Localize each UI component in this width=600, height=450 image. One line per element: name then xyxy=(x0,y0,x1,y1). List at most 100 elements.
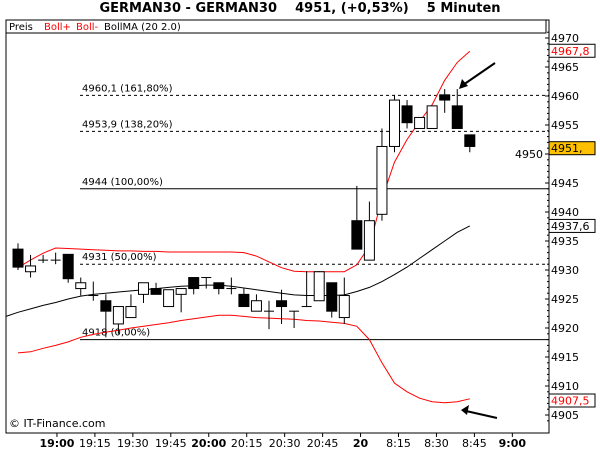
series-bollma xyxy=(5,225,471,317)
x-tick-label: 20:00 xyxy=(191,437,226,450)
candle-body-up xyxy=(389,99,400,147)
fib-label: 4944 (100,00%) xyxy=(82,177,163,188)
x-tick-label: 8:45 xyxy=(462,437,487,450)
x-tick-label: 20 xyxy=(353,437,369,450)
candle xyxy=(226,277,237,295)
fib-label: 4931 (50,00%) xyxy=(82,252,157,263)
legend-price: Preis xyxy=(9,22,33,33)
candle xyxy=(88,281,99,301)
candle xyxy=(451,89,463,129)
x-axis: 19:00 19:15 19:30 19:45 20:00 20:15 20:30 20:45… xyxy=(39,433,526,450)
candle-body-up xyxy=(363,220,375,261)
candle-body-up xyxy=(75,282,87,290)
y-tick-label: 4950 xyxy=(515,148,543,161)
copyright: © IT-Finance.com xyxy=(9,417,106,430)
candle-body-up xyxy=(250,300,262,312)
price-box-label: 4937,6 xyxy=(551,220,590,233)
y-tick-label: 4915 xyxy=(551,351,579,364)
candle-body-up xyxy=(414,116,426,129)
candle xyxy=(338,277,350,324)
price-box: 4907,5 xyxy=(548,393,596,408)
fib-label: 4918 (0,00%) xyxy=(82,328,150,339)
candle xyxy=(238,288,250,308)
price-box-bg xyxy=(548,393,596,408)
candle xyxy=(351,185,363,250)
candle xyxy=(201,277,212,289)
arrow-top-icon xyxy=(459,62,496,89)
candle-body-down xyxy=(238,293,250,308)
y-tick-label: 4960 xyxy=(551,90,579,103)
candle xyxy=(250,294,262,312)
x-tick-label: 19:30 xyxy=(117,437,149,450)
series-boll-minusplus xyxy=(17,50,471,273)
x-tick-label: 8:15 xyxy=(386,437,411,450)
candle-body-up xyxy=(25,265,37,273)
x-tick-label: 20:45 xyxy=(307,437,339,450)
fib-label: 4953,9 (138,20%) xyxy=(82,119,173,130)
candle xyxy=(38,254,49,264)
candle xyxy=(313,271,325,302)
candle xyxy=(75,277,87,296)
fibonacci-levels: 4960,1 (161,80%) 4953,9 (138,20%) 4944 (10… xyxy=(80,83,549,341)
candle xyxy=(125,294,137,319)
candle xyxy=(100,294,112,338)
price-box: 4967,8 xyxy=(548,43,596,58)
y-tick-label: 4920 xyxy=(551,322,579,335)
candle-body-down xyxy=(276,300,288,308)
x-tick-label: 19:45 xyxy=(155,437,187,450)
candle-body-up xyxy=(163,289,175,308)
price-box-label: 4951, xyxy=(551,142,583,155)
candle xyxy=(276,289,288,324)
x-tick-label: 9:00 xyxy=(499,437,527,450)
candle xyxy=(213,282,225,295)
candle-body-up xyxy=(175,288,187,295)
bollinger-lines xyxy=(5,50,471,404)
price-box-label: 4967,8 xyxy=(551,45,590,58)
candle xyxy=(426,105,438,129)
candle xyxy=(175,288,187,313)
x-tick-label: 8:30 xyxy=(424,437,449,450)
y-tick-label: 4945 xyxy=(551,177,579,190)
y-tick-label: 4935 xyxy=(551,235,579,248)
candle-body-up xyxy=(112,306,124,325)
y-tick-label: 4970 xyxy=(551,32,579,45)
price-box-bg xyxy=(548,218,596,233)
y-tick-label: 4910 xyxy=(551,380,579,393)
candle-body-up xyxy=(138,282,149,295)
legend-bollma: BollMA (20 2.0) xyxy=(104,22,181,33)
candle-body-down xyxy=(326,282,338,312)
legend-boll-minus: Boll- xyxy=(76,22,99,33)
interval: 5 Minuten xyxy=(426,1,501,16)
candle-body-down xyxy=(62,253,74,280)
price-box: 4951, xyxy=(548,141,596,156)
candle xyxy=(112,306,124,334)
candle xyxy=(188,277,200,295)
candle xyxy=(389,94,400,153)
candle xyxy=(401,100,413,129)
candle-body-down xyxy=(12,248,24,268)
candle xyxy=(264,300,274,330)
candle xyxy=(376,128,388,221)
x-tick-label: 20:15 xyxy=(231,437,263,450)
candle-body-down xyxy=(188,277,200,290)
price-box-bg xyxy=(548,43,596,58)
y-axis: 4905 4910 4915 4920 4925 4930 4935 4940 4945 4950… xyxy=(515,31,596,422)
candles xyxy=(12,89,476,338)
candle-body-down xyxy=(213,282,225,290)
candle xyxy=(163,289,175,308)
candle-body-down xyxy=(100,300,112,312)
candle xyxy=(301,271,312,308)
candle xyxy=(25,254,37,278)
x-tick-label: 19:00 xyxy=(39,437,74,450)
candle-body-down xyxy=(451,105,463,129)
candle xyxy=(363,201,375,261)
chart-title: GERMAN30 - GERMAN30 4951, (+0,53%) 5 Min… xyxy=(0,1,600,16)
candle-body-down xyxy=(351,220,363,250)
candle-body-up xyxy=(125,306,137,319)
price-box-label: 4907,5 xyxy=(551,395,590,408)
candle-body-down xyxy=(464,134,476,147)
candle-body-up xyxy=(338,295,350,319)
series-boll-minus xyxy=(17,314,470,404)
y-tick-label: 4955 xyxy=(551,119,579,132)
